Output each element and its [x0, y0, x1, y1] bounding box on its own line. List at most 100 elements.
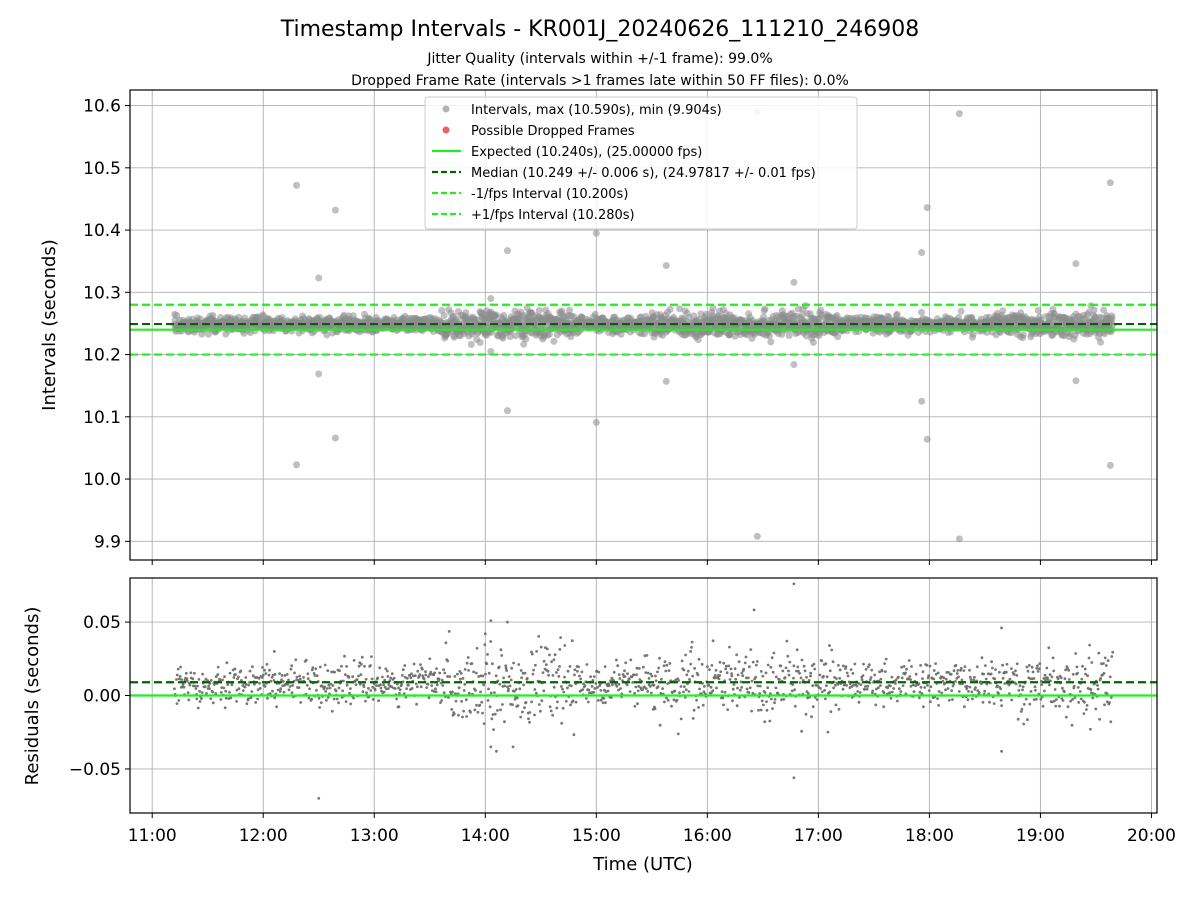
- residual-point: [518, 687, 522, 691]
- residual-point: [607, 682, 610, 686]
- residual-point: [660, 677, 663, 681]
- residual-point: [402, 692, 406, 696]
- residual-point: [646, 671, 650, 675]
- interval-point: [462, 309, 470, 317]
- residual-point: [973, 675, 976, 679]
- residual-point: [837, 707, 841, 711]
- residual-point: [706, 665, 709, 668]
- residual-point: [734, 677, 738, 681]
- interval-outlier-point: [790, 278, 798, 286]
- residual-point: [1035, 667, 1039, 670]
- residual-point: [504, 666, 508, 670]
- residual-point: [545, 647, 549, 651]
- residual-point: [273, 696, 277, 700]
- residual-point: [491, 713, 495, 716]
- residual-point: [754, 675, 758, 679]
- interval-point: [918, 308, 925, 316]
- residual-point: [811, 684, 815, 688]
- residual-point: [642, 665, 645, 669]
- residual-point: [1106, 659, 1110, 663]
- residual-point: [937, 690, 941, 693]
- residual-point: [435, 667, 438, 670]
- residual-point: [684, 688, 688, 692]
- residual-point: [686, 669, 690, 673]
- residual-point: [209, 679, 213, 682]
- x-tick-label: 15:00: [572, 826, 621, 846]
- residual-point: [427, 675, 430, 679]
- residual-point: [899, 690, 903, 693]
- interval-outlier-point: [592, 418, 600, 426]
- residual-point: [489, 640, 493, 643]
- residual-point: [929, 685, 933, 689]
- residual-point: [615, 658, 618, 662]
- residual-point: [414, 682, 418, 686]
- residual-point: [834, 703, 838, 707]
- residual-point: [400, 682, 403, 686]
- intervals-panel: 9.9 10.0 10.1 10.2 10.3 10.4 10.5 10.6: [83, 89, 1158, 565]
- residual-point: [974, 686, 977, 689]
- residual-point: [934, 672, 938, 676]
- residual-point: [921, 677, 924, 680]
- residual-point: [578, 674, 581, 678]
- residual-point: [216, 665, 220, 669]
- residual-point: [251, 674, 255, 678]
- residual-point: [1069, 699, 1072, 703]
- residual-point: [561, 706, 565, 710]
- residual-point: [1033, 685, 1037, 689]
- residual-point: [862, 662, 865, 666]
- residual-point: [354, 683, 358, 686]
- residual-point: [617, 673, 621, 676]
- residual-point: [838, 676, 842, 680]
- residual-point: [184, 671, 188, 675]
- residual-point: [983, 689, 987, 693]
- residual-point: [967, 690, 970, 693]
- residual-point: [968, 675, 972, 679]
- residual-point: [553, 653, 557, 657]
- residual-point: [390, 672, 394, 676]
- residual-point: [889, 696, 893, 700]
- residual-point: [477, 675, 481, 678]
- residual-point: [247, 683, 251, 687]
- residual-point: [378, 666, 382, 670]
- residual-point: [222, 686, 226, 690]
- residual-point: [325, 698, 328, 702]
- y-tick-label: 0.05: [83, 613, 121, 633]
- residual-point: [1094, 707, 1098, 711]
- residual-point: [932, 677, 936, 681]
- residual-point: [264, 672, 268, 675]
- residual-point: [858, 691, 862, 694]
- residual-point: [1018, 684, 1022, 688]
- residual-point: [920, 692, 924, 695]
- residual-point: [367, 686, 370, 690]
- residual-point: [454, 699, 458, 703]
- y-tick-label: 0.00: [83, 687, 121, 707]
- residual-point: [278, 672, 281, 675]
- residual-point: [482, 722, 486, 725]
- residual-point: [781, 669, 785, 673]
- residual-point: [957, 690, 961, 693]
- residual-point: [200, 691, 204, 694]
- residual-point: [1004, 670, 1008, 674]
- residual-point: [1012, 672, 1016, 676]
- residual-point: [509, 678, 513, 682]
- residual-point: [1083, 667, 1087, 671]
- residual-outlier-point: [828, 644, 831, 647]
- residual-point: [599, 698, 603, 702]
- residual-point: [707, 683, 711, 687]
- residual-point: [520, 676, 523, 680]
- residual-point: [505, 669, 508, 672]
- residual-point: [537, 635, 541, 638]
- interval-point: [809, 338, 817, 346]
- residual-point: [359, 673, 363, 677]
- residual-point: [630, 675, 634, 679]
- residual-point: [813, 667, 817, 671]
- residual-point: [668, 662, 672, 665]
- residual-point: [497, 665, 501, 669]
- residual-point: [1103, 656, 1107, 660]
- residual-point: [852, 683, 855, 687]
- residual-point: [347, 676, 351, 679]
- residual-point: [387, 687, 390, 690]
- residual-point: [358, 682, 362, 686]
- residual-point: [870, 668, 874, 672]
- residual-point: [918, 690, 922, 694]
